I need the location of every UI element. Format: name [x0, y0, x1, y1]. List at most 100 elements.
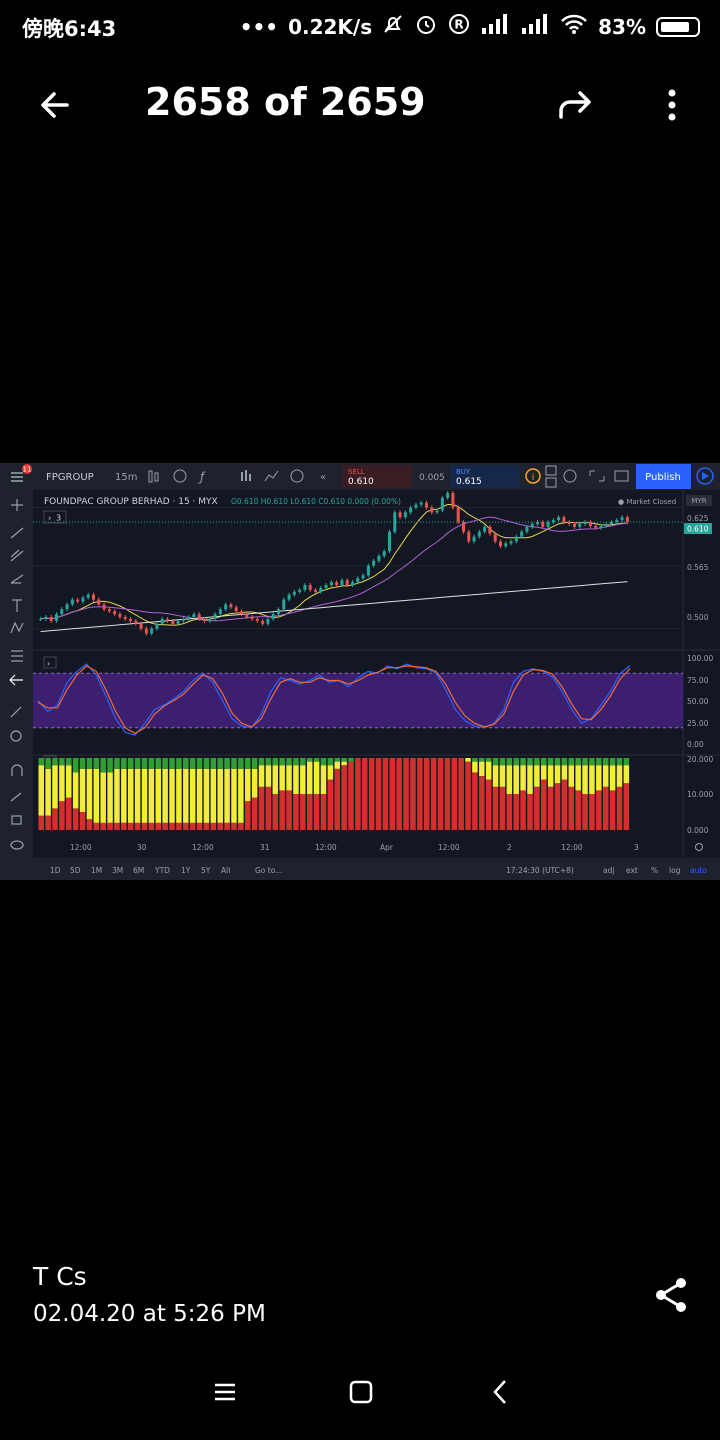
- zoom-in-button[interactable]: [545, 465, 557, 476]
- buy-button[interactable]: [450, 465, 520, 488]
- stack-bar-yellow: [127, 768, 134, 823]
- range-all[interactable]: All: [221, 866, 230, 875]
- range-1y[interactable]: 1Y: [181, 866, 191, 875]
- stack-bar-yellow: [189, 768, 196, 823]
- alert-chart-icon[interactable]: [264, 470, 279, 482]
- publish-button[interactable]: [636, 464, 691, 489]
- option-auto[interactable]: auto: [690, 866, 707, 875]
- menu-nav-icon[interactable]: [205, 1372, 245, 1412]
- home-nav-icon[interactable]: [341, 1372, 381, 1412]
- range-5d[interactable]: 5D: [70, 866, 81, 875]
- stack-bar-red: [203, 822, 210, 830]
- stack-bar-yellow: [155, 768, 162, 823]
- network-speed: 0.22K/s: [288, 14, 373, 39]
- zoom-out-button[interactable]: [545, 477, 557, 488]
- option-percent[interactable]: %: [651, 866, 658, 875]
- chart-screenshot[interactable]: 11 FPGROUP 15m ƒ « SELL 0.610 0.005 BUY …: [0, 463, 720, 880]
- stack-bar-red: [141, 822, 148, 830]
- settings-gear-icon[interactable]: [563, 469, 577, 483]
- indicators-icon[interactable]: ƒ: [198, 470, 206, 484]
- goto-button[interactable]: Go to...: [255, 866, 282, 875]
- stack-bar-red: [485, 779, 492, 830]
- candle: [456, 507, 460, 523]
- text-tool-icon[interactable]: [12, 599, 22, 612]
- range-1m[interactable]: 1M: [91, 866, 102, 875]
- stack-bar-yellow: [148, 768, 155, 823]
- candle-type-icon[interactable]: [148, 470, 159, 483]
- osc-tick: 25.00: [687, 719, 709, 728]
- ma-mid-line: [40, 516, 628, 622]
- stack-bar-red: [582, 794, 588, 830]
- osc-tick: 50.00: [687, 697, 709, 706]
- candle: [187, 617, 191, 619]
- hide-toolbar-icon[interactable]: [9, 674, 23, 686]
- candle: [197, 614, 201, 619]
- option-ext[interactable]: ext: [626, 866, 638, 875]
- stack-bar-yellow: [568, 765, 575, 787]
- candle: [102, 604, 106, 610]
- ruler-icon[interactable]: [10, 706, 22, 718]
- trend-line-icon[interactable]: [10, 527, 24, 539]
- back-arrow-icon[interactable]: [32, 82, 78, 128]
- draw-mode-icon[interactable]: [10, 792, 22, 802]
- rewind-icon[interactable]: «: [320, 472, 326, 483]
- measure-icon[interactable]: [11, 650, 23, 662]
- zoom-tool-icon[interactable]: [10, 730, 22, 742]
- symbol-label[interactable]: FPGROUP: [46, 472, 94, 483]
- stack-bar-red: [451, 758, 458, 830]
- lock-icon[interactable]: [11, 815, 22, 825]
- pattern-icon[interactable]: [10, 574, 24, 584]
- play-icon[interactable]: [696, 467, 714, 485]
- interval-label[interactable]: 15m: [115, 472, 137, 483]
- option-log[interactable]: log: [669, 866, 681, 875]
- range-3m[interactable]: 3M: [112, 866, 123, 875]
- range-1d[interactable]: 1D: [50, 866, 61, 875]
- stack-bar-yellow: [527, 765, 533, 794]
- share-icon[interactable]: [648, 1272, 694, 1318]
- candle: [176, 620, 180, 624]
- author-name: T Cs: [33, 1262, 87, 1291]
- info-icon[interactable]: [525, 468, 541, 484]
- indicators-count: ›: [48, 514, 51, 523]
- bar-chart-icon[interactable]: [241, 470, 251, 481]
- stack-bar-red: [410, 758, 416, 830]
- fib-icon[interactable]: [10, 549, 24, 562]
- stack-bar-green: [114, 758, 120, 769]
- time-tick: 30: [137, 843, 147, 852]
- fullscreen-icon[interactable]: [589, 470, 605, 482]
- pitchfork-icon[interactable]: [10, 621, 24, 634]
- eye-icon[interactable]: [10, 840, 24, 850]
- camera-icon[interactable]: [614, 470, 629, 482]
- compare-icon[interactable]: [173, 469, 187, 483]
- stack-bar-red: [423, 758, 430, 830]
- range-5y[interactable]: 5Y: [201, 866, 211, 875]
- status-bar: 傍晚6:43 ••• 0.22K/s R 83%: [0, 0, 720, 52]
- option-adj[interactable]: adj: [603, 866, 614, 875]
- candle: [557, 517, 561, 521]
- osc-pane-toggle[interactable]: [43, 656, 57, 669]
- axis-settings-icon[interactable]: [695, 843, 703, 851]
- crosshair-icon[interactable]: [11, 499, 23, 511]
- range-6m[interactable]: 6M: [133, 866, 144, 875]
- candle: [351, 582, 354, 586]
- range-ytd[interactable]: YTD: [154, 866, 170, 875]
- indicators-toggle[interactable]: [43, 510, 67, 524]
- stack-bar-red: [155, 822, 162, 830]
- stack-bar-red: [527, 794, 533, 830]
- replay-icon[interactable]: [290, 469, 304, 483]
- stack-bar-yellow: [245, 768, 251, 802]
- candle: [536, 522, 539, 524]
- menu-icon[interactable]: [11, 472, 23, 482]
- back-nav-icon[interactable]: [480, 1372, 520, 1412]
- magnet-icon[interactable]: [11, 764, 23, 776]
- stack-bar-yellow: [272, 765, 279, 794]
- stack-bar-yellow: [479, 761, 485, 776]
- stack-bar-green: [602, 758, 609, 766]
- sell-button[interactable]: [342, 465, 412, 488]
- svg-text:›: ›: [47, 659, 50, 668]
- stack-bar-yellow: [279, 765, 285, 791]
- more-vert-icon[interactable]: [652, 82, 692, 128]
- stack-bar-red: [162, 822, 168, 830]
- stack-bar-red: [396, 758, 402, 830]
- forward-share-icon[interactable]: [552, 82, 598, 128]
